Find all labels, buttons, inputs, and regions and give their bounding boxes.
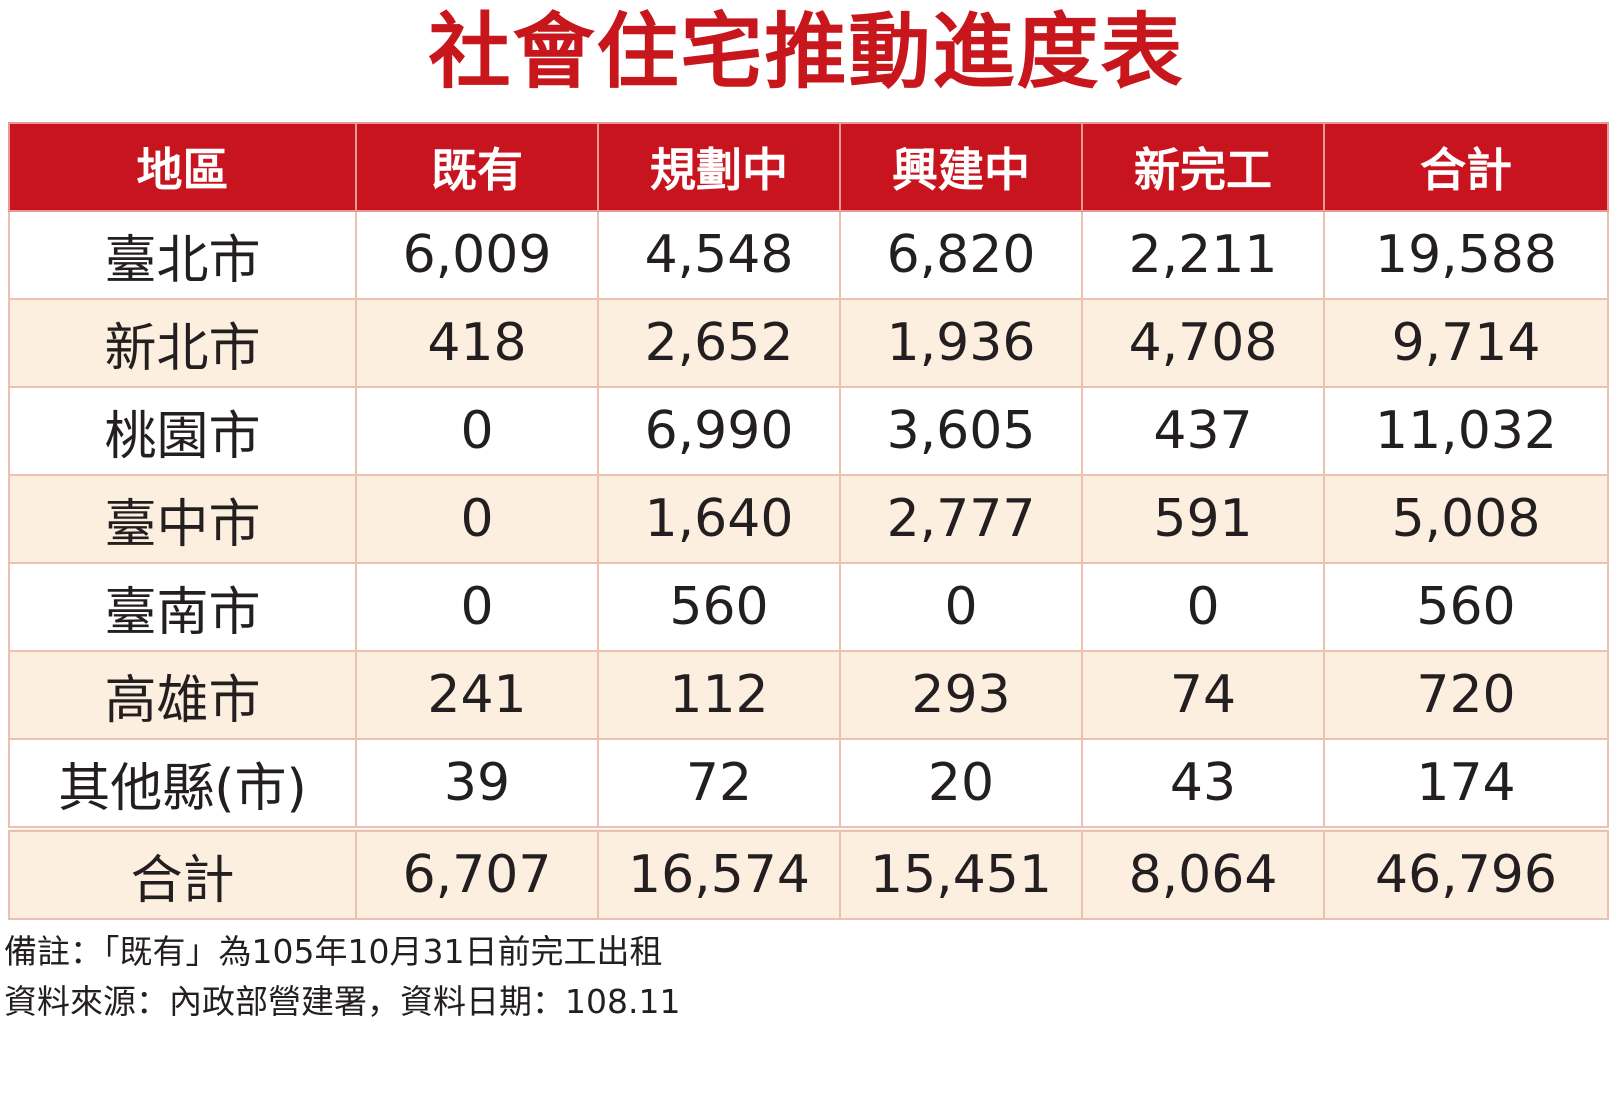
value-cell: 6,009 (355, 210, 599, 300)
value-cell: 20 (839, 738, 1083, 830)
value-cell: 720 (1323, 650, 1609, 740)
value-cell: 174 (1323, 738, 1609, 830)
value-cell: 74 (1081, 650, 1325, 740)
value-cell: 241 (355, 650, 599, 740)
value-cell: 6,820 (839, 210, 1083, 300)
value-cell: 0 (355, 562, 599, 652)
value-cell: 43 (1081, 738, 1325, 830)
header-cell: 合計 (1323, 122, 1609, 212)
table-row: 新北市 418 2,652 1,936 4,708 9,714 (8, 298, 1609, 388)
title: 社會住宅推動進度表 (428, 4, 1185, 100)
header-row: 地區 既有 規劃中 興建中 新完工 合計 (8, 122, 1609, 212)
header-cell: 既有 (355, 122, 599, 212)
table-row: 臺中市 0 1,640 2,777 591 5,008 (8, 474, 1609, 564)
value-cell: 2,652 (597, 298, 841, 388)
table-row: 臺北市 6,009 4,548 6,820 2,211 19,588 (8, 210, 1609, 300)
value-cell: 1,936 (839, 298, 1083, 388)
value-cell: 39 (355, 738, 599, 830)
value-cell: 5,008 (1323, 474, 1609, 564)
total-label: 合計 (8, 826, 357, 920)
region-cell: 其他縣(市) (8, 738, 357, 830)
value-cell: 437 (1081, 386, 1325, 476)
total-cell: 6,707 (355, 826, 599, 920)
region-cell: 高雄市 (8, 650, 357, 740)
total-cell: 46,796 (1323, 826, 1609, 920)
total-row: 合計 6,707 16,574 15,451 8,064 46,796 (8, 826, 1609, 920)
value-cell: 6,990 (597, 386, 841, 476)
value-cell: 0 (355, 386, 599, 476)
total-cell: 8,064 (1081, 826, 1325, 920)
source-note: 資料來源：內政部營建署，資料日期：108.11 (4, 982, 681, 1021)
value-cell: 19,588 (1323, 210, 1609, 300)
header-cell: 興建中 (839, 122, 1083, 212)
value-cell: 9,714 (1323, 298, 1609, 388)
value-cell: 4,708 (1081, 298, 1325, 388)
value-cell: 293 (839, 650, 1083, 740)
value-cell: 4,548 (597, 210, 841, 300)
table-row: 桃園市 0 6,990 3,605 437 11,032 (8, 386, 1609, 476)
value-cell: 72 (597, 738, 841, 830)
value-cell: 0 (839, 562, 1083, 652)
value-cell: 3,605 (839, 386, 1083, 476)
value-cell: 112 (597, 650, 841, 740)
value-cell: 560 (597, 562, 841, 652)
region-cell: 臺北市 (8, 210, 357, 300)
region-cell: 臺中市 (8, 474, 357, 564)
value-cell: 2,777 (839, 474, 1083, 564)
table-row: 其他縣(市) 39 72 20 43 174 (8, 738, 1609, 830)
region-cell: 桃園市 (8, 386, 357, 476)
header-cell: 地區 (8, 122, 357, 212)
progress-table: 地區 既有 規劃中 興建中 新完工 合計 臺北市 6,009 4,548 6,820 2,211 1… (8, 122, 1609, 920)
value-cell: 591 (1081, 474, 1325, 564)
value-cell: 11,032 (1323, 386, 1609, 476)
value-cell: 0 (1081, 562, 1325, 652)
total-cell: 16,574 (597, 826, 841, 920)
value-cell: 418 (355, 298, 599, 388)
value-cell: 560 (1323, 562, 1609, 652)
value-cell: 1,640 (597, 474, 841, 564)
table-row: 臺南市 0 560 0 0 560 (8, 562, 1609, 652)
value-cell: 2,211 (1081, 210, 1325, 300)
note: 備註：「既有」為105年10月31日前完工出租 (4, 932, 663, 971)
header-cell: 規劃中 (597, 122, 841, 212)
region-cell: 新北市 (8, 298, 357, 388)
table-row: 高雄市 241 112 293 74 720 (8, 650, 1609, 740)
total-cell: 15,451 (839, 826, 1083, 920)
value-cell: 0 (355, 474, 599, 564)
header-cell: 新完工 (1081, 122, 1325, 212)
region-cell: 臺南市 (8, 562, 357, 652)
